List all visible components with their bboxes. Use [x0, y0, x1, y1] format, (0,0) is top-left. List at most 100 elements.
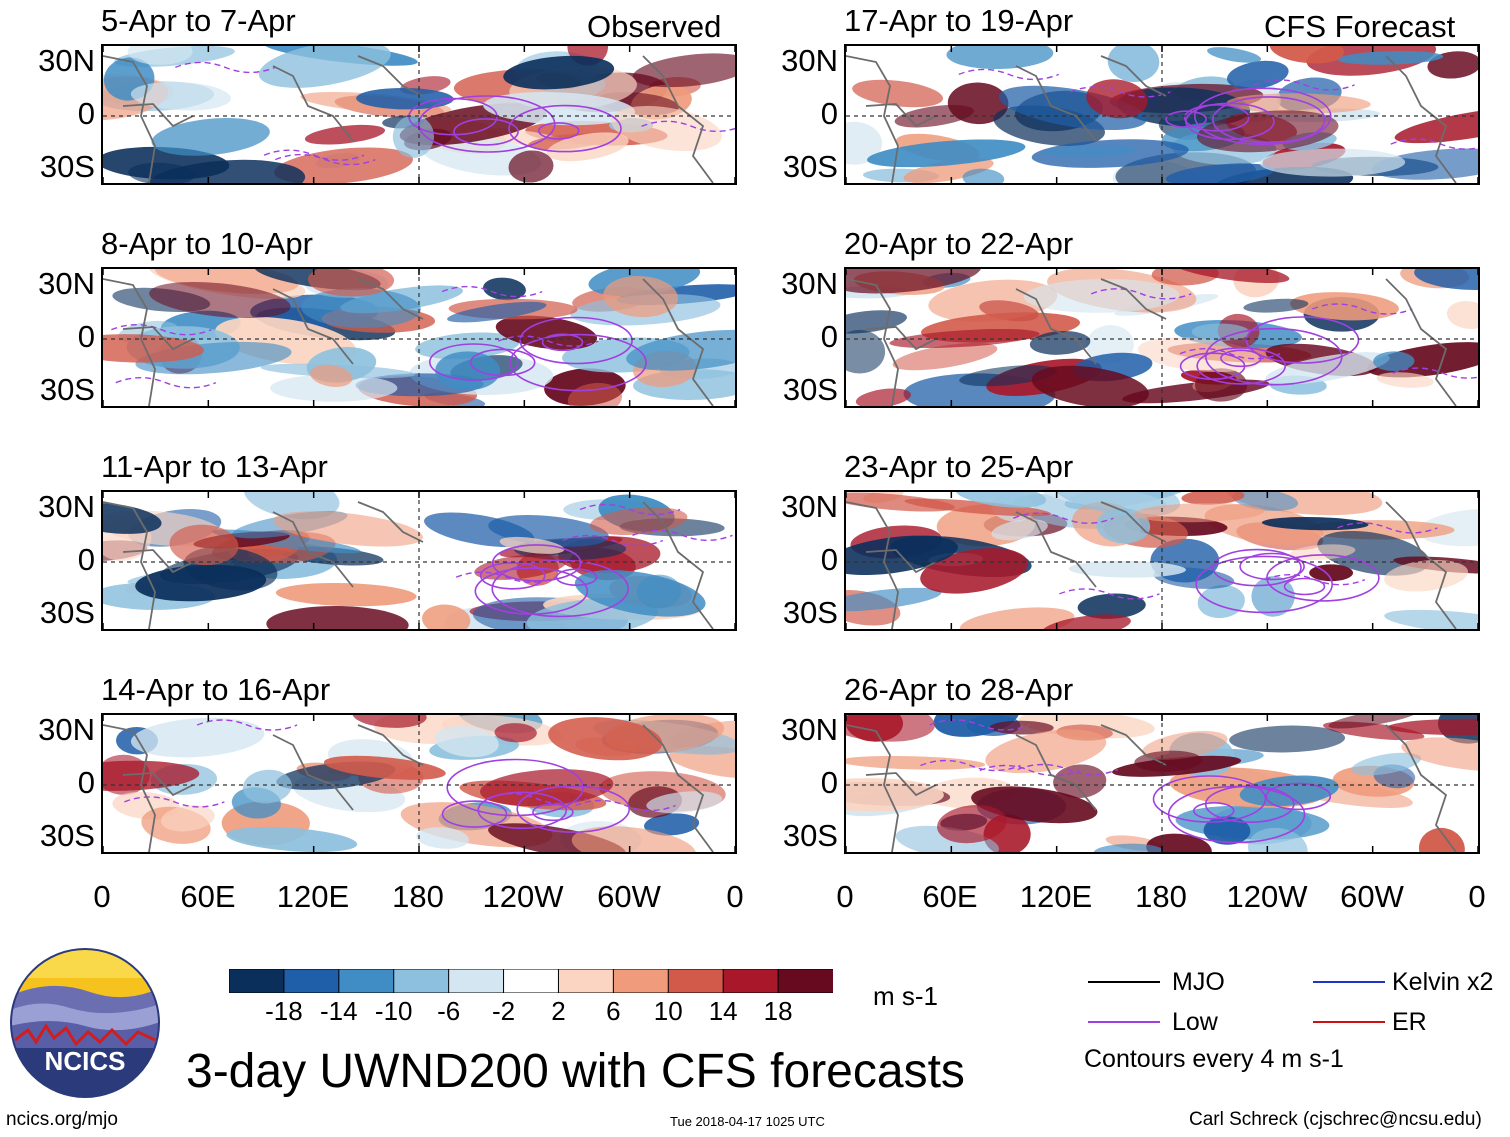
anomaly-heatmap	[846, 269, 1478, 406]
low-contour-dashed	[196, 719, 298, 731]
lat-tick-label: 30S	[39, 372, 95, 407]
low-contour	[1283, 577, 1326, 596]
anomaly-patch	[1239, 775, 1339, 807]
low-contour	[1245, 316, 1360, 364]
anomaly-patch	[947, 82, 1009, 125]
anomaly-patch	[127, 46, 193, 65]
map-panel	[844, 490, 1480, 631]
lat-tick-label: 30N	[38, 266, 95, 301]
coastline	[122, 103, 194, 128]
colorbar-swatch	[503, 968, 560, 994]
anomaly-patch	[495, 315, 598, 350]
lon-tick-label: 60E	[180, 879, 236, 914]
anomaly-patch	[1394, 106, 1478, 144]
low-contour-dashed	[498, 335, 599, 347]
coastline	[122, 549, 194, 574]
lat-tick-label: 30S	[39, 149, 95, 184]
map-panel	[101, 713, 737, 854]
anomaly-patch	[1247, 827, 1308, 852]
anomaly-patch	[1181, 492, 1245, 505]
coastline	[1015, 734, 1097, 811]
observed-label: Observed	[587, 9, 722, 44]
coastline	[865, 549, 937, 574]
anomaly-patch	[352, 715, 427, 728]
coastline	[1100, 501, 1167, 543]
coastline	[846, 501, 899, 629]
low-contour	[1212, 548, 1302, 587]
low-contour-dashed	[641, 120, 735, 132]
colorbar-tick-label: -14	[320, 996, 358, 1026]
lat-tick-label: 30S	[39, 595, 95, 630]
lat-tick-label: 30S	[782, 372, 838, 407]
anomaly-patch	[1290, 292, 1399, 321]
anomaly-patch	[169, 524, 239, 566]
anomaly-patch	[959, 607, 1075, 629]
low-contour	[479, 562, 546, 590]
anomaly-heatmap	[103, 492, 735, 629]
lat-tick-label: 30N	[38, 712, 95, 747]
anomaly-patch	[920, 548, 1028, 594]
legend-label-er: ER	[1392, 1008, 1427, 1036]
lat-tick-label: 30N	[781, 266, 838, 301]
coastline	[272, 734, 354, 811]
anomaly-patch	[962, 168, 1005, 183]
legend-label-low: Low	[1172, 1008, 1218, 1036]
low-contour-dashed	[1017, 763, 1119, 776]
coastline	[103, 55, 156, 183]
coastline	[122, 326, 194, 351]
low-contour-dashed	[920, 759, 1021, 772]
map-panel	[101, 490, 737, 631]
footer-url[interactable]: ncics.org/mjo	[6, 1109, 118, 1130]
anomaly-patch	[1203, 816, 1251, 845]
low-contour	[516, 785, 631, 833]
low-contour	[508, 104, 622, 153]
anomaly-patch	[955, 492, 1047, 508]
map-panel	[101, 44, 737, 185]
lon-tick-label: 120E	[1019, 879, 1093, 914]
anomaly-patch	[1191, 323, 1250, 341]
lon-tick-label: 0	[1468, 879, 1486, 914]
panel-title: 26-Apr to 28-Apr	[844, 672, 1074, 707]
low-contour-dashed	[1091, 288, 1192, 300]
low-contour	[1196, 347, 1287, 385]
anomaly-patch	[392, 115, 435, 158]
legend-label-mjo: MJO	[1172, 968, 1225, 996]
ncics-logo: NCICS	[10, 948, 160, 1098]
logo-text: NCICS	[45, 1046, 126, 1076]
low-contour	[1152, 775, 1267, 823]
anomaly-patch	[226, 826, 358, 852]
legend-line-er	[1313, 1021, 1385, 1023]
coastline	[1015, 65, 1097, 142]
anomaly-heatmap	[103, 46, 735, 183]
colorbar-tick-label: -2	[491, 996, 516, 1026]
anomaly-patch	[846, 492, 955, 512]
forecast-label: CFS Forecast	[1264, 9, 1456, 44]
anomaly-patch	[243, 492, 340, 520]
coastline	[865, 326, 937, 351]
anomaly-patch	[546, 132, 629, 162]
low-contour	[1195, 555, 1334, 614]
colorbar-swatch	[448, 968, 505, 994]
anomaly-patch	[503, 55, 615, 90]
low-contour	[417, 95, 556, 153]
low-contour-dashed	[1392, 367, 1478, 379]
anomaly-patch	[846, 715, 935, 742]
anomaly-patch	[937, 805, 1007, 844]
anomaly-patch	[494, 723, 537, 743]
lon-tick-label: 0	[836, 879, 854, 914]
colorbar-tick-label: 18	[763, 996, 793, 1026]
coastline	[1100, 55, 1167, 97]
coastline	[272, 511, 354, 588]
map-panel	[844, 713, 1480, 854]
coastline	[1015, 288, 1097, 365]
anomaly-patch	[1031, 365, 1149, 406]
low-contour-dashed	[1059, 588, 1160, 600]
low-contour-dashed	[124, 796, 225, 808]
contour-interval-note: Contours every 4 m s-1	[1084, 1045, 1344, 1073]
legend-line-low	[1088, 1021, 1160, 1023]
lat-tick-label: 0	[820, 96, 838, 131]
panel-title: 5-Apr to 7-Apr	[101, 3, 296, 38]
lat-tick-label: 0	[77, 765, 95, 800]
colorbar-swatch	[557, 968, 615, 994]
anomaly-patch	[1384, 609, 1478, 629]
